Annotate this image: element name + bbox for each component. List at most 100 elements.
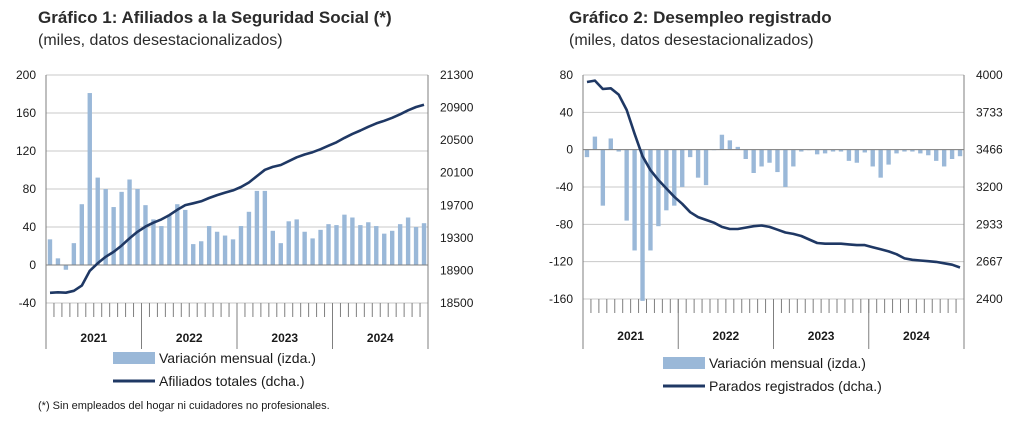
bar-monthly-variation [727,140,733,150]
right-tick-label: 2933 [976,217,1003,231]
bar-monthly-variation [640,149,645,301]
bar-monthly-variation [680,149,685,187]
bar-monthly-variation [151,219,156,265]
bar-monthly-variation [957,149,963,157]
right-tick-label: 19300 [440,231,474,245]
bar-monthly-variation [405,217,411,265]
right-tick-label: 3733 [976,105,1003,119]
left-tick-label: -40 [556,180,574,194]
bar-monthly-variation [294,219,299,265]
right-tick-label: 3200 [976,180,1003,194]
left-tick-label: -160 [549,292,573,306]
bar-monthly-variation [584,149,590,158]
bar-monthly-variation [656,149,661,227]
bar-monthly-variation [342,214,347,265]
left-tick-label: 80 [23,182,37,196]
bar-monthly-variation [270,230,276,265]
left-tick-label: -40 [19,296,37,310]
bar-monthly-variation [695,149,701,178]
left-tick-label: 0 [29,258,36,272]
bar-monthly-variation [230,239,236,265]
bar-monthly-variation [830,149,836,152]
legend-bar-label: Variación mensual (izda.) [709,355,866,371]
bar-monthly-variation [600,149,606,206]
x-year-label: 2021 [80,331,107,345]
x-year-label: 2024 [903,329,930,343]
bar-monthly-variation [814,149,820,155]
bar-monthly-variation [87,93,92,265]
bar-monthly-variation [846,149,852,161]
bar-monthly-variation [759,149,764,167]
bar-monthly-variation [206,226,212,265]
bar-monthly-variation [616,149,621,152]
bar-monthly-variation [854,149,860,163]
left-tick-label: 120 [16,144,36,158]
left-tick-label: 200 [16,68,36,82]
left-tick-label: 40 [560,105,574,119]
bar-monthly-variation [79,204,85,265]
bar-monthly-variation [318,229,323,265]
bar-monthly-variation [648,149,653,251]
chart1-subtitle: (miles, datos desestacionalizados) [38,32,283,49]
right-tick-label: 18500 [440,296,474,310]
bar-monthly-variation [743,149,748,159]
bar-monthly-variation [870,149,875,167]
bar-monthly-variation [862,149,867,153]
legend-bar-swatch [113,352,155,364]
bar-monthly-variation [878,149,883,178]
bar-monthly-variation [949,149,955,159]
bar-monthly-variation [902,149,907,152]
bar-monthly-variation [103,189,108,265]
bar-monthly-variation [632,149,637,251]
bar-monthly-variation [389,230,395,265]
right-tick-label: 20100 [440,166,474,180]
right-tick-label: 18900 [440,263,474,277]
bar-monthly-variation [735,146,740,150]
legend-bar-swatch [663,357,705,369]
bar-monthly-variation [751,149,756,173]
right-tick-label: 2400 [976,292,1003,306]
bar-monthly-variation [159,226,164,265]
bar-monthly-variation [822,149,828,154]
right-tick-label: 3466 [976,143,1003,157]
bar-monthly-variation [672,149,677,206]
bar-monthly-variation [167,214,172,265]
right-tick-label: 20500 [440,133,474,147]
x-year-label: 2023 [808,329,835,343]
bar-monthly-variation [310,238,315,265]
x-year-label: 2023 [271,331,298,345]
bar-monthly-variation [775,149,780,173]
left-tick-label: -120 [549,255,573,269]
bar-monthly-variation [799,149,804,152]
bar-monthly-variation [941,149,947,167]
bar-monthly-variation [592,136,598,150]
bar-monthly-variation [238,226,244,265]
bar-monthly-variation [143,205,148,265]
bar-monthly-variation [71,243,77,265]
bar-monthly-variation [63,265,69,270]
bar-monthly-variation [910,149,915,152]
bar-monthly-variation [366,222,371,265]
bar-monthly-variation [934,149,939,161]
bar-monthly-variation [214,231,220,265]
left-tick-label: 80 [560,68,574,82]
footnote: (*) Sin empleados del hogar ni cuidadore… [38,400,330,412]
bar-monthly-variation [413,227,419,265]
right-tick-label: 20900 [440,101,474,115]
right-tick-label: 2667 [976,255,1003,269]
bar-monthly-variation [198,241,204,265]
legend-bar-label: Variación mensual (izda.) [159,350,316,366]
bar-monthly-variation [421,223,427,265]
line-total-series [49,103,425,295]
x-year-label: 2024 [367,331,394,345]
bar-monthly-variation [254,190,260,265]
bar-monthly-variation [703,149,709,186]
bar-monthly-variation [55,258,61,265]
bar-monthly-variation [767,149,772,163]
bar-monthly-variation [191,244,196,265]
bar-monthly-variation [246,211,252,265]
bar-monthly-variation [791,149,796,167]
bar-monthly-variation [358,225,363,265]
chart2-subtitle: (miles, datos desestacionalizados) [569,32,814,49]
